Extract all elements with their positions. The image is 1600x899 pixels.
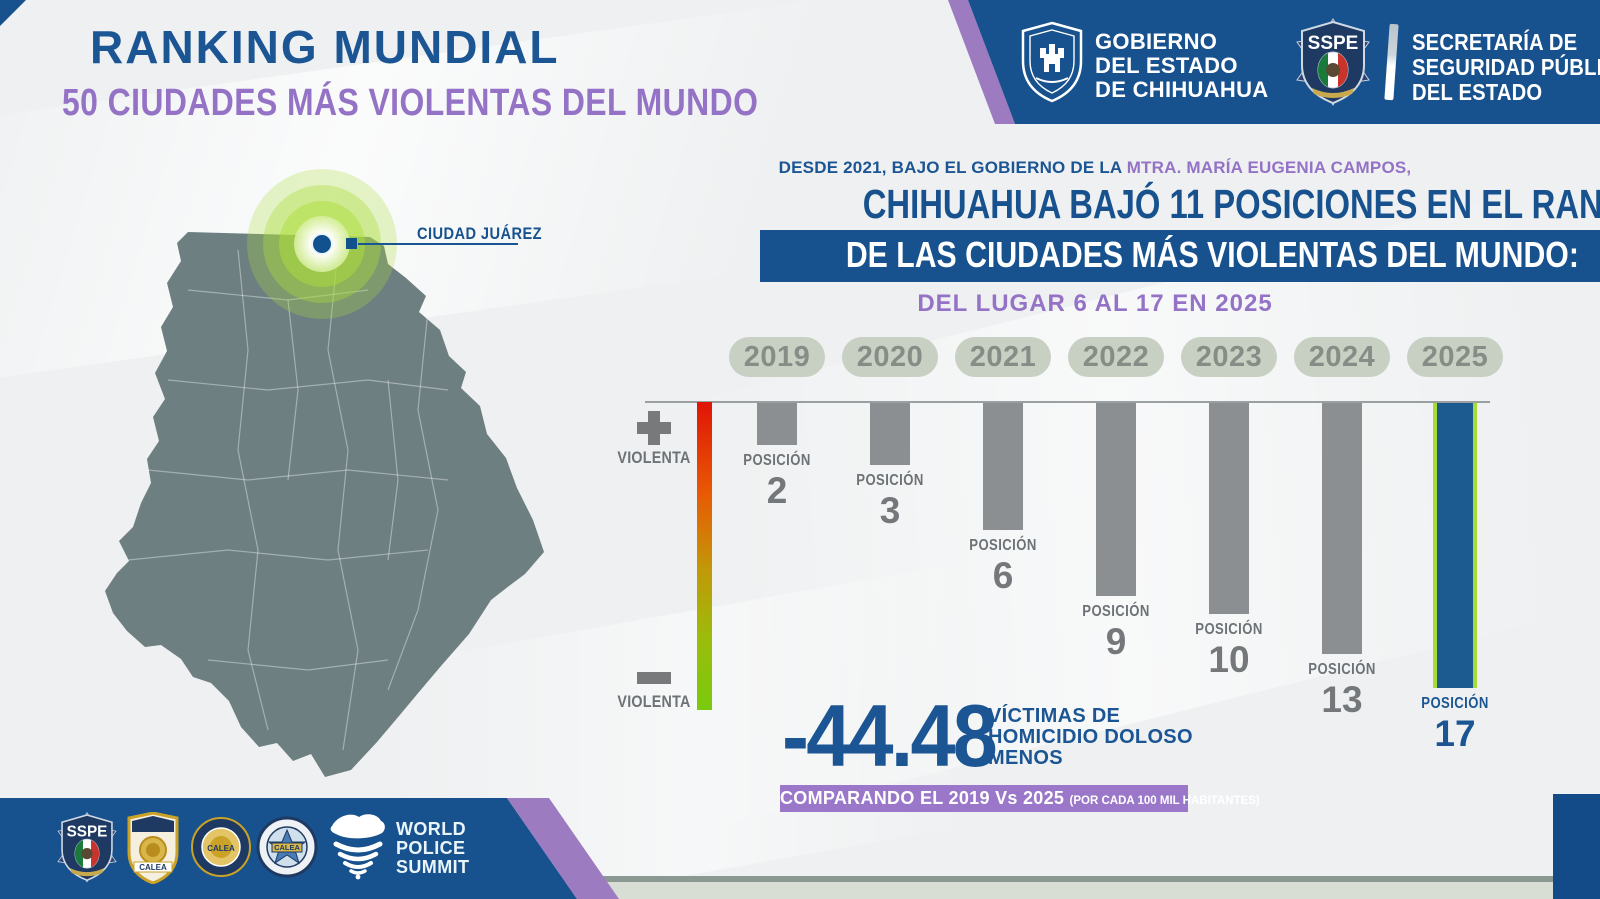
corner-accent-triangle [0, 0, 26, 26]
wps-line2: POLICE [396, 838, 466, 858]
title-block: RANKING MUNDIAL 50 CIUDADES MÁS VIOLENTA… [62, 20, 891, 125]
wps-line3: SUMMIT [396, 857, 470, 877]
headline-line3: DE LAS CIUDADES MÁS VIOLENTAS DEL MUNDO: [845, 234, 1579, 275]
position-value-2021: 6 [992, 555, 1014, 596]
bar-2021 [983, 403, 1023, 530]
position-value-2025: 17 [1434, 713, 1476, 754]
municipal-borders [127, 249, 449, 751]
year-pill-2024: 2024 [1294, 337, 1390, 377]
minus-icon [637, 672, 671, 684]
headline-line3-box: DE LAS CIUDADES MÁS VIOLENTAS DEL MUNDO: [760, 230, 1600, 282]
calea-academy-icon: CALEA [256, 816, 318, 878]
bar-2020 [870, 403, 910, 465]
chihuahua-state-map [105, 232, 544, 777]
bar-2024 [1322, 403, 1362, 654]
government-banner: GOBIERNO DEL ESTADO DE CHIHUAHUA SSPE [940, 0, 1600, 124]
sspe-footer-text: SSPE [67, 824, 108, 841]
position-label-2021: POSICIÓN [969, 537, 1037, 554]
gobierno-line2: DEL ESTADO [1095, 53, 1238, 78]
world-police-summit-icon [330, 814, 385, 880]
position-value-2023: 10 [1208, 639, 1250, 680]
juarez-callout-square [346, 238, 357, 249]
headline-line2: CHIHUAHUA BAJÓ 11 POSICIONES EN EL RANKI… [862, 181, 1600, 227]
wps-line1: WORLD [396, 819, 466, 839]
bar-2022 [1096, 403, 1136, 596]
headline-line4: DEL LUGAR 6 AL 17 EN 2025 [917, 290, 1273, 317]
year-pill-2019: 2019 [729, 337, 825, 377]
chihuahua-crest-icon [1021, 21, 1083, 103]
desc-line1: VÍCTIMAS DE [988, 705, 1121, 727]
sspe-badge-footer-icon: SSPE [57, 811, 117, 883]
bar-2025 [1433, 403, 1477, 688]
headline-block: DESDE 2021, BAJO EL GOBIERNO DE LA MTRA.… [760, 158, 1600, 318]
secretaria-title: SECRETARÍA DE SEGURIDAD PÚBLICA DEL ESTA… [1412, 30, 1600, 105]
state-outline [105, 232, 544, 777]
position-value-2024: 13 [1321, 679, 1363, 720]
year-pill-2025: 2025 [1407, 337, 1503, 377]
calea-round-icon: CALEA [191, 817, 251, 877]
position-label-2020: POSICIÓN [856, 472, 924, 489]
gobierno-line3: DE CHIHUAHUA [1095, 77, 1269, 102]
juarez-city-label: CIUDAD JUÁREZ [417, 224, 542, 243]
bottom-strip [560, 882, 1553, 899]
desc-line3: MENOS [988, 747, 1063, 769]
position-value-2020: 3 [879, 490, 901, 531]
calea-academy-text: CALEA [274, 843, 300, 852]
position-label-2019: POSICIÓN [743, 452, 811, 469]
page-subtitle: 50 CIUDADES MÁS VIOLENTAS DEL MUNDO [62, 82, 759, 124]
position-label-2024: POSICIÓN [1308, 661, 1376, 678]
big-number: -44.48 [782, 686, 998, 785]
world-police-summit-label: WORLD POLICE SUMMIT [396, 820, 469, 877]
position-label-2025: POSICIÓN [1421, 695, 1489, 712]
headline-intro-highlight: MTRA. MARÍA EUGENIA CAMPOS, [1126, 158, 1412, 177]
position-label-2022: POSICIÓN [1082, 603, 1150, 620]
year-pill-2021: 2021 [955, 337, 1051, 377]
compare-banner-small: (POR CADA 100 MIL HABITANTES) [1069, 795, 1260, 807]
calea-shield-text: CALEA [139, 863, 167, 872]
less-violent-label: VIOLENTA [617, 692, 691, 711]
chart-axis-line [645, 401, 1490, 403]
calea-shield-icon: CALEA [127, 812, 179, 884]
juarez-city-dot [311, 233, 333, 255]
compare-banner-bold: COMPARANDO EL 2019 Vs 2025 [780, 788, 1070, 808]
year-pill-2022: 2022 [1068, 337, 1164, 377]
juarez-callout-line [358, 243, 518, 245]
headline-intro: DESDE 2021, BAJO EL GOBIERNO DE LA MTRA.… [760, 158, 1430, 178]
desc-line2: HOMICIDIO DOLOSO [988, 726, 1193, 748]
sspe-badge-text: SSPE [1308, 33, 1359, 54]
year-pill-2023: 2023 [1181, 337, 1277, 377]
bar-2019 [757, 403, 797, 445]
secretaria-line1: SECRETARÍA DE [1412, 29, 1578, 55]
plus-icon [637, 411, 671, 445]
headline-intro-plain: DESDE 2021, BAJO EL GOBIERNO DE LA [778, 158, 1127, 177]
big-number-description: VÍCTIMAS DE HOMICIDIO DOLOSO MENOS [988, 706, 1193, 769]
more-violent-label: VIOLENTA [617, 448, 691, 467]
year-pill-2020: 2020 [842, 337, 938, 377]
calea-round-text: CALEA [207, 844, 235, 853]
secretaria-line3: DEL ESTADO [1412, 79, 1543, 105]
position-value-2022: 9 [1105, 621, 1127, 662]
compare-banner: COMPARANDO EL 2019 Vs 2025 (POR CADA 100… [780, 785, 1260, 812]
position-value-2019: 2 [766, 470, 788, 511]
gobierno-line1: GOBIERNO [1095, 29, 1218, 54]
secretaria-line2: SEGURIDAD PÚBLICA [1412, 54, 1600, 80]
bottom-strip-line [560, 876, 1553, 882]
violence-gradient-bar [697, 402, 712, 710]
page-title: RANKING MUNDIAL [90, 21, 560, 73]
gobierno-title: GOBIERNO DEL ESTADO DE CHIHUAHUA [1095, 30, 1269, 102]
position-label-2023: POSICIÓN [1195, 621, 1263, 638]
bar-2023 [1209, 403, 1249, 614]
footer-banner: SSPE CALEA CALEA CALEA [0, 798, 650, 899]
bottom-right-accent [1553, 794, 1600, 899]
sspe-badge-icon: SSPE [1296, 18, 1370, 106]
